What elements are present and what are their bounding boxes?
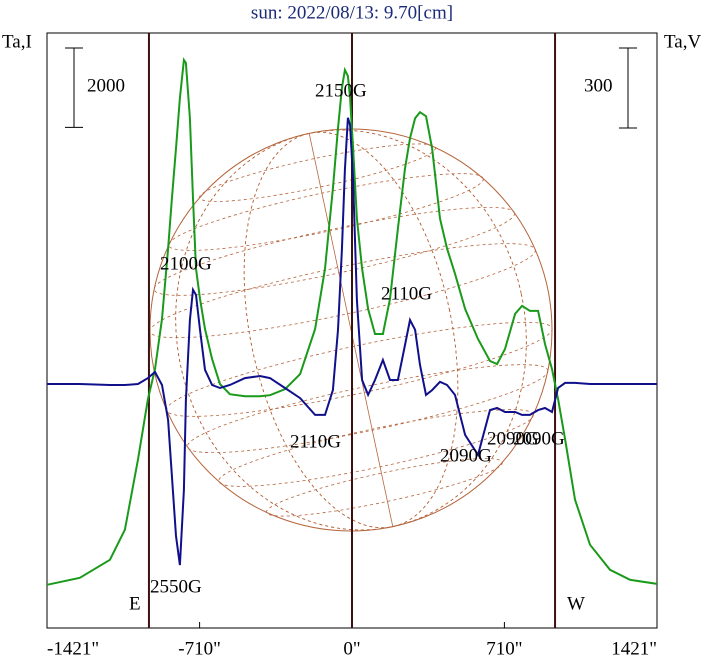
parallel [199,143,436,202]
series-line [46,57,658,586]
x-tick-label: 710" [486,638,522,659]
y2-axis-label: Ta,V [664,31,701,52]
meridian [243,131,459,529]
parallel [187,364,549,454]
annotation: 2090G [513,428,565,449]
x-tick-label: -1421" [47,638,99,659]
annotation: 2150G [315,80,367,101]
annotation: 2110G [290,431,341,452]
chart-title: sun: 2022/08/13: 9.70[cm] [251,2,453,23]
scale-bar-label: 2000 [87,75,125,96]
annotation: 2090G [440,445,492,466]
x-tick-label: 0" [343,638,360,659]
annotation: 2550G [150,576,202,597]
scale-bar [65,47,83,128]
parallel [149,243,536,339]
parallel [168,173,484,251]
annotation: 2110G [381,283,432,304]
annotation: 2090G [487,428,539,449]
parallel [266,458,503,517]
y-axis-label: Ta,I [2,31,32,52]
meridian [175,129,527,531]
parallel [218,409,534,487]
annotation: 2100G [160,253,212,274]
scale-bar-label: 300 [584,75,613,96]
x-tick-label: -710" [178,638,221,659]
series-line [47,117,657,566]
limb-label: E [129,593,141,614]
x-tick-label: 1421" [611,638,657,659]
limb-label: W [567,593,585,614]
scale-bar [619,47,637,129]
